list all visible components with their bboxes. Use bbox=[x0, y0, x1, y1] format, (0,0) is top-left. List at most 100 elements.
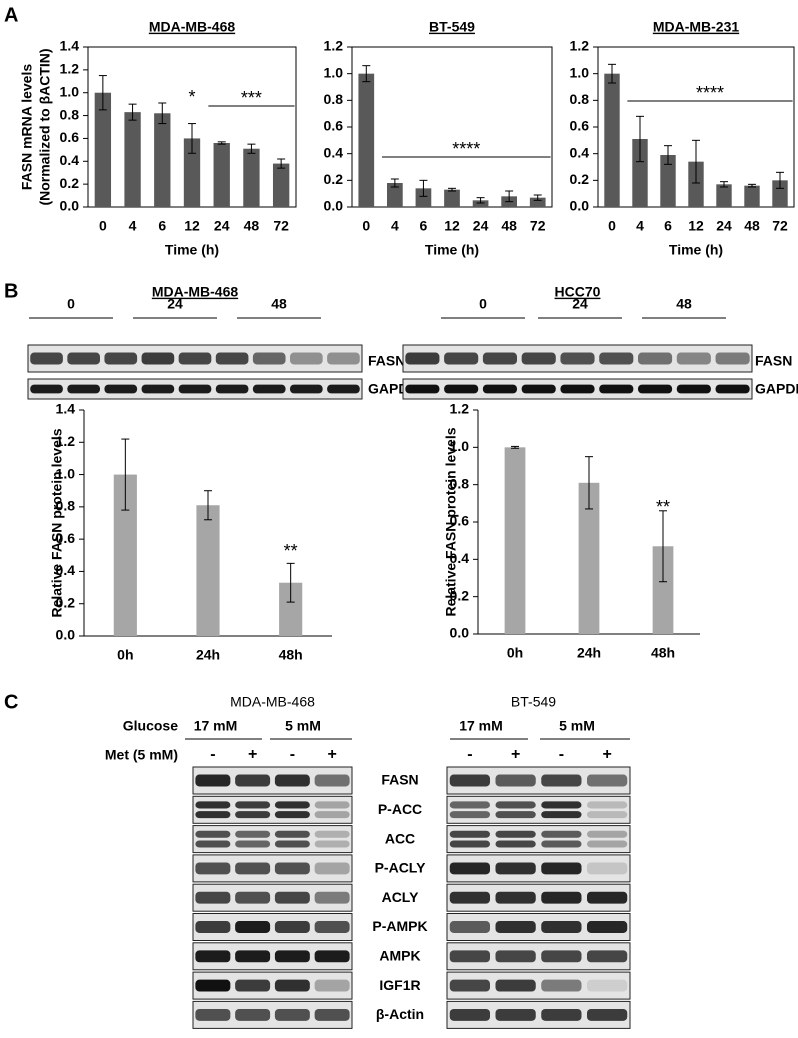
blot-band bbox=[290, 384, 323, 394]
blot-band bbox=[178, 352, 212, 365]
y-tick-label: 0.2 bbox=[570, 171, 590, 187]
y-tick-label: 0.6 bbox=[60, 129, 80, 145]
bar bbox=[213, 143, 230, 207]
met-sign: - bbox=[467, 746, 472, 763]
blot-band bbox=[274, 1008, 310, 1021]
x-tick-label: 12 bbox=[688, 218, 704, 234]
blot-band bbox=[449, 830, 491, 838]
glucose-level: 17 mM bbox=[194, 718, 238, 734]
band-label: GAPDH bbox=[755, 381, 798, 397]
x-tick-label: 0h bbox=[117, 647, 133, 663]
blot-band bbox=[495, 921, 536, 933]
y-tick-label: 1.2 bbox=[570, 38, 590, 54]
y-tick-label: 1.0 bbox=[56, 465, 76, 481]
met-sign: + bbox=[327, 746, 336, 763]
significance: ** bbox=[284, 541, 298, 561]
x-tick-label: 48h bbox=[279, 647, 303, 663]
met-sign: - bbox=[210, 746, 215, 763]
y-tick-label: 0.0 bbox=[60, 198, 80, 214]
bar bbox=[529, 197, 546, 207]
blot-band bbox=[449, 921, 491, 933]
glucose-label: Glucose bbox=[123, 718, 178, 734]
bar bbox=[578, 482, 600, 634]
blot-band bbox=[235, 830, 271, 838]
blot-band bbox=[715, 384, 750, 394]
blot-band bbox=[495, 950, 536, 963]
bar bbox=[113, 474, 137, 636]
blot-band bbox=[495, 774, 536, 787]
blot-band bbox=[274, 811, 310, 819]
blot-band bbox=[314, 921, 350, 933]
blot-band bbox=[235, 950, 271, 963]
x-tick-label: 24 bbox=[214, 218, 230, 234]
y-tick-label: 0.4 bbox=[60, 152, 80, 168]
met-sign: + bbox=[511, 746, 520, 763]
met-sign: + bbox=[602, 746, 611, 763]
y-tick-label: 0.2 bbox=[324, 171, 344, 187]
blot-band bbox=[215, 352, 249, 365]
blot-band bbox=[444, 352, 479, 365]
bar bbox=[744, 185, 760, 207]
blot-band bbox=[290, 352, 323, 365]
x-tick-label: 48h bbox=[651, 645, 675, 661]
blot-band bbox=[586, 801, 628, 809]
bar bbox=[243, 148, 260, 207]
blot-band bbox=[235, 840, 271, 848]
y-tick-label: 0.8 bbox=[60, 106, 80, 122]
band-label: FASN bbox=[755, 353, 792, 369]
y-tick-label: 1.2 bbox=[324, 38, 344, 54]
bar bbox=[716, 184, 732, 207]
x-tick-label: 0h bbox=[507, 645, 523, 661]
y-tick-label: 1.0 bbox=[450, 438, 470, 454]
blot-band bbox=[449, 979, 491, 992]
y-tick-label: 0.2 bbox=[56, 594, 76, 610]
blot-band bbox=[195, 979, 231, 992]
y-tick-label: 0.6 bbox=[56, 530, 76, 546]
blot-band bbox=[195, 950, 231, 963]
y-tick-label: 1.2 bbox=[60, 61, 80, 77]
bar bbox=[124, 112, 141, 207]
blot-band bbox=[195, 801, 231, 809]
x-axis-label: Time (h) bbox=[165, 242, 219, 258]
blot-band bbox=[405, 352, 440, 365]
blot-band bbox=[314, 891, 350, 904]
blot-band bbox=[274, 774, 310, 787]
x-tick-label: 48 bbox=[744, 218, 760, 234]
blot-band bbox=[676, 352, 711, 365]
blot-band bbox=[327, 352, 360, 365]
bar bbox=[196, 505, 220, 636]
blot-band bbox=[141, 352, 175, 365]
protein-label: P-ACC bbox=[378, 801, 422, 817]
blot-band bbox=[495, 1008, 536, 1021]
significance: ** bbox=[656, 497, 670, 517]
y-axis-label: Relative FASN protein levels bbox=[443, 427, 459, 616]
bar bbox=[415, 188, 432, 207]
group-label: 0 bbox=[479, 296, 487, 312]
significance: *** bbox=[241, 88, 262, 108]
blot-band bbox=[676, 384, 711, 394]
blot-band bbox=[235, 774, 271, 787]
significance: **** bbox=[452, 139, 480, 159]
blot-band bbox=[235, 862, 271, 875]
bar bbox=[504, 447, 526, 634]
y-tick-label: 0.0 bbox=[56, 627, 76, 643]
blot-band bbox=[252, 384, 286, 394]
blot-strip bbox=[192, 825, 353, 854]
y-tick-label: 0.8 bbox=[570, 91, 590, 107]
y-axis-label: (Normalized to βACTIN) bbox=[37, 48, 53, 205]
y-tick-label: 0.4 bbox=[56, 562, 76, 578]
blot-band bbox=[449, 840, 491, 848]
blot-band bbox=[274, 921, 310, 933]
blot-band bbox=[195, 1008, 231, 1021]
blot-band bbox=[541, 921, 582, 933]
blot-band bbox=[274, 862, 310, 875]
blot-band bbox=[274, 830, 310, 838]
blot-band bbox=[521, 384, 556, 394]
x-tick-label: 6 bbox=[664, 218, 672, 234]
blot-band bbox=[586, 862, 628, 875]
protein-label: ACC bbox=[385, 830, 415, 846]
blot-band bbox=[195, 811, 231, 819]
x-tick-label: 72 bbox=[772, 218, 788, 234]
y-tick-label: 0.0 bbox=[570, 198, 590, 214]
blot-title: HCC70 bbox=[555, 284, 601, 300]
